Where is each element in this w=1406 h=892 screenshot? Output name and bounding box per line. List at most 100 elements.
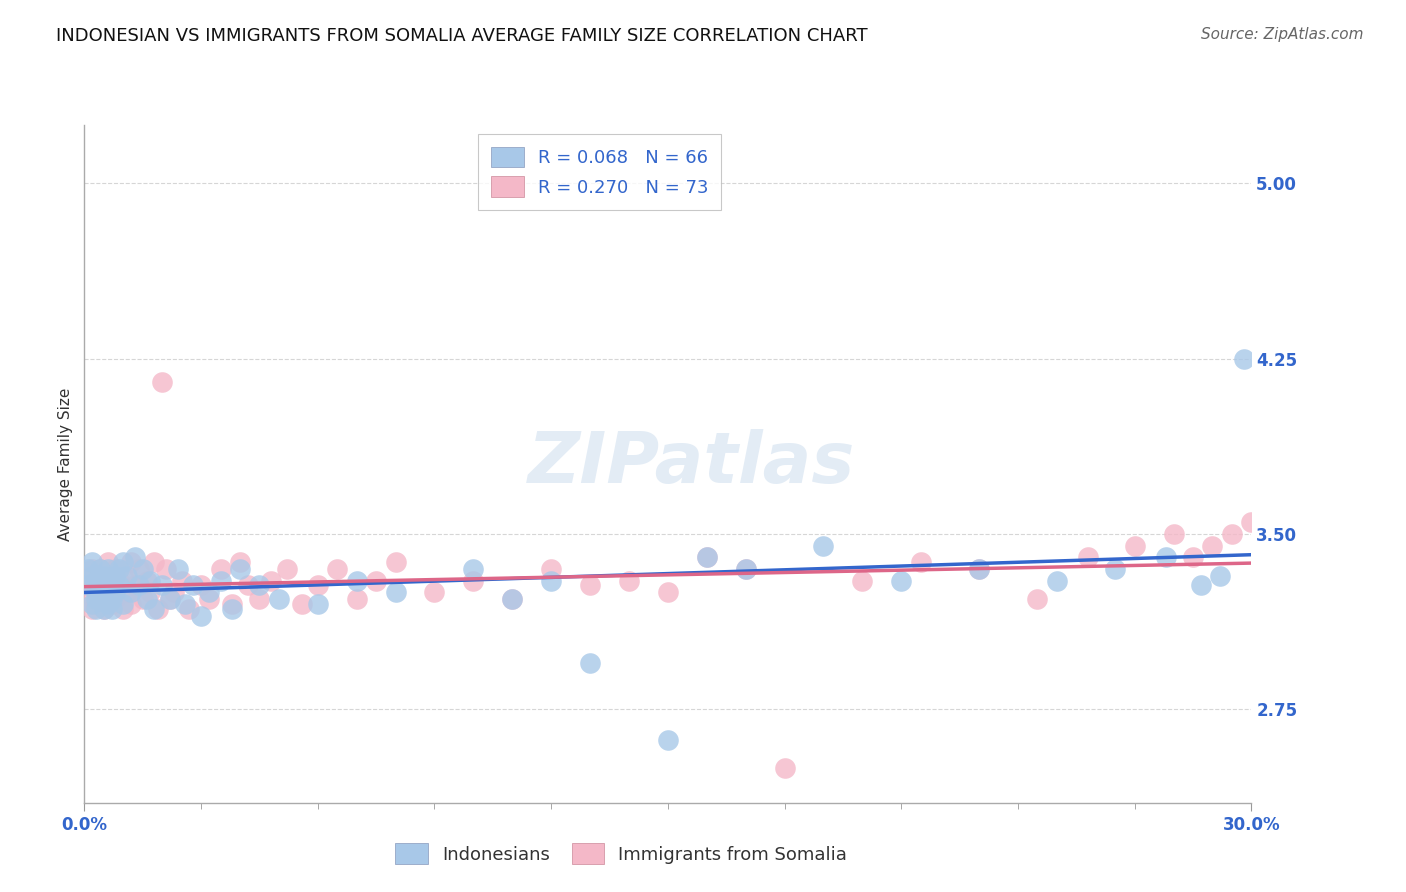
- Legend: Indonesians, Immigrants from Somalia: Indonesians, Immigrants from Somalia: [384, 832, 858, 875]
- Point: [112, 569, 135, 583]
- Point: [97, 578, 120, 592]
- Point: [181, 578, 204, 592]
- Point: [170, 574, 193, 588]
- Point: [112, 555, 135, 569]
- Point: [291, 597, 314, 611]
- Point: [124, 578, 146, 592]
- Point: [696, 550, 718, 565]
- Point: [1220, 527, 1243, 541]
- Point: [851, 574, 873, 588]
- Point: [366, 574, 388, 588]
- Point: [120, 597, 142, 611]
- Point: [463, 574, 485, 588]
- Text: Source: ZipAtlas.com: Source: ZipAtlas.com: [1201, 27, 1364, 42]
- Point: [97, 562, 120, 576]
- Point: [93, 585, 115, 599]
- Point: [77, 562, 100, 576]
- Point: [236, 578, 259, 592]
- Point: [89, 562, 111, 576]
- Point: [307, 578, 329, 592]
- Text: INDONESIAN VS IMMIGRANTS FROM SOMALIA AVERAGE FAMILY SIZE CORRELATION CHART: INDONESIAN VS IMMIGRANTS FROM SOMALIA AV…: [56, 27, 868, 45]
- Point: [143, 601, 166, 615]
- Point: [84, 601, 107, 615]
- Point: [198, 592, 221, 607]
- Point: [77, 578, 100, 592]
- Point: [97, 585, 120, 599]
- Point: [82, 601, 104, 615]
- Point: [209, 574, 232, 588]
- Point: [657, 585, 679, 599]
- Point: [112, 601, 135, 615]
- Point: [143, 555, 166, 569]
- Point: [179, 601, 201, 615]
- Point: [267, 592, 290, 607]
- Point: [89, 562, 111, 576]
- Point: [209, 562, 232, 576]
- Point: [112, 597, 135, 611]
- Point: [97, 597, 120, 611]
- Point: [190, 578, 212, 592]
- Point: [1123, 539, 1146, 553]
- Point: [501, 592, 523, 607]
- Point: [163, 585, 186, 599]
- Y-axis label: Average Family Size: Average Family Size: [58, 387, 73, 541]
- Point: [93, 569, 115, 583]
- Point: [1104, 562, 1126, 576]
- Point: [77, 592, 100, 607]
- Point: [128, 562, 150, 576]
- Point: [190, 608, 212, 623]
- Point: [82, 562, 104, 576]
- Point: [617, 574, 640, 588]
- Point: [89, 592, 111, 607]
- Point: [229, 562, 252, 576]
- Point: [326, 562, 349, 576]
- Point: [384, 555, 406, 569]
- Point: [1154, 550, 1177, 565]
- Point: [159, 592, 181, 607]
- Point: [93, 601, 115, 615]
- Point: [108, 562, 131, 576]
- Point: [734, 562, 756, 576]
- Point: [276, 562, 298, 576]
- Point: [229, 555, 252, 569]
- Point: [260, 574, 283, 588]
- Point: [540, 574, 562, 588]
- Point: [1163, 527, 1185, 541]
- Point: [100, 578, 122, 592]
- Point: [139, 574, 162, 588]
- Point: [93, 601, 115, 615]
- Point: [1026, 592, 1049, 607]
- Point: [82, 569, 104, 583]
- Point: [221, 597, 243, 611]
- Point: [93, 592, 115, 607]
- Point: [104, 569, 127, 583]
- Point: [100, 597, 122, 611]
- Point: [890, 574, 912, 588]
- Point: [346, 592, 368, 607]
- Point: [198, 585, 221, 599]
- Point: [150, 578, 173, 592]
- Point: [1046, 574, 1069, 588]
- Point: [77, 578, 100, 592]
- Point: [97, 555, 120, 569]
- Point: [1181, 550, 1204, 565]
- Point: [346, 574, 368, 588]
- Point: [657, 732, 679, 747]
- Point: [1240, 516, 1263, 530]
- Point: [423, 585, 446, 599]
- Point: [1209, 569, 1232, 583]
- Point: [501, 592, 523, 607]
- Point: [696, 550, 718, 565]
- Point: [115, 569, 138, 583]
- Point: [104, 562, 127, 576]
- Point: [108, 574, 131, 588]
- Point: [84, 574, 107, 588]
- Point: [734, 562, 756, 576]
- Point: [148, 601, 170, 615]
- Point: [89, 578, 111, 592]
- Point: [579, 656, 602, 670]
- Text: ZIPatlas: ZIPatlas: [527, 429, 855, 499]
- Point: [967, 562, 990, 576]
- Point: [773, 761, 796, 775]
- Point: [84, 585, 107, 599]
